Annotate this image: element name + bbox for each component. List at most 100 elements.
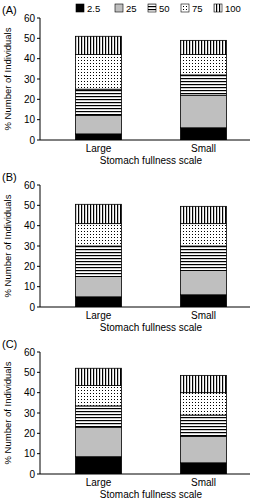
legend-swatch — [115, 4, 123, 12]
y-tick — [37, 205, 40, 206]
legend-label: 75 — [192, 3, 203, 14]
y-tick — [37, 307, 40, 308]
bars — [76, 204, 227, 307]
y-tick-label: 10 — [24, 448, 36, 459]
y-tick-label: 40 — [24, 53, 36, 64]
bar-segment — [181, 95, 227, 128]
y-tick — [37, 286, 40, 287]
bars — [76, 36, 227, 140]
y-tick — [37, 140, 40, 141]
y-tick — [37, 18, 40, 19]
bar-segment — [181, 55, 227, 75]
bar-segment — [76, 204, 122, 223]
y-tick — [37, 58, 40, 59]
bar-segment — [181, 270, 227, 294]
y-tick-label: 0 — [29, 302, 35, 313]
bar-segment — [76, 89, 122, 115]
y-tick-label: 0 — [29, 135, 35, 146]
bar-segment — [181, 295, 227, 307]
x-tick-label: Small — [191, 310, 216, 321]
bar-segment — [76, 224, 122, 246]
y-tick-label: 20 — [24, 261, 36, 272]
bar-segment — [181, 128, 227, 140]
bar-segment — [181, 375, 227, 392]
bar-segment — [181, 40, 227, 54]
x-axis-label: Stomach fullness scale — [100, 322, 203, 333]
legend-label: 2.5 — [87, 3, 100, 14]
x-axis-label: Stomach fullness scale — [100, 155, 203, 166]
y-tick — [37, 79, 40, 80]
y-tick — [37, 413, 40, 414]
y-tick-label: 50 — [24, 200, 36, 211]
bar-segment — [76, 116, 122, 134]
bars — [76, 368, 227, 474]
panel-title: (A) — [2, 4, 17, 16]
bar-segment — [181, 436, 227, 462]
y-tick-label: 60 — [24, 347, 36, 358]
bar-segment — [76, 246, 122, 277]
bar-segment — [76, 134, 122, 140]
bar-segment — [76, 427, 122, 456]
legend-swatch — [181, 4, 189, 12]
bar-segment — [76, 368, 122, 385]
y-tick — [37, 474, 40, 475]
bar-segment — [181, 415, 227, 436]
legend-label: 50 — [159, 3, 170, 14]
y-tick-label: 60 — [24, 180, 36, 191]
y-tick — [37, 453, 40, 454]
legend-label: 100 — [225, 3, 241, 14]
y-tick — [37, 246, 40, 247]
y-tick — [37, 185, 40, 186]
y-axis-label: % Number of Individuals — [2, 27, 13, 130]
x-tick-label: Small — [191, 477, 216, 488]
y-tick — [37, 119, 40, 120]
bar-segment — [76, 36, 122, 54]
y-tick-label: 30 — [24, 74, 36, 85]
y-tick — [37, 372, 40, 373]
legend-label: 25 — [126, 3, 137, 14]
x-tick-label: Large — [86, 143, 112, 154]
legend: 2.5 25 50 75 100 — [76, 3, 241, 14]
bar-segment — [181, 246, 227, 270]
y-tick — [37, 99, 40, 100]
y-tick — [37, 392, 40, 393]
bar-segment — [181, 206, 227, 223]
bar-segment — [76, 297, 122, 307]
bar-segment — [76, 457, 122, 474]
panel: (C) % Number of Individuals 0 10 20 30 40 50 60 L… — [2, 338, 250, 500]
figure: (A) % Number of Individuals 0 10 20 30 40 50 60 L… — [0, 0, 256, 500]
y-tick-label: 40 — [24, 220, 36, 231]
x-axis-label: Stomach fullness scale — [100, 489, 203, 500]
y-tick-label: 30 — [24, 241, 36, 252]
bar-segment — [76, 277, 122, 297]
y-tick — [37, 433, 40, 434]
panel-title: (B) — [2, 171, 17, 183]
legend-swatch — [148, 4, 156, 12]
y-tick — [37, 38, 40, 39]
x-tick-label: Large — [86, 477, 112, 488]
bar-segment — [76, 386, 122, 406]
y-tick-label: 40 — [24, 387, 36, 398]
y-axis-label: % Number of Individuals — [2, 361, 13, 464]
y-tick-label: 50 — [24, 33, 36, 44]
bar-segment — [76, 55, 122, 90]
panel-title: (C) — [2, 338, 17, 350]
y-tick-label: 20 — [24, 428, 36, 439]
y-tick — [37, 266, 40, 267]
y-tick-label: 10 — [24, 114, 36, 125]
panel: (A)% Number of Individuals0102030405060L… — [2, 3, 250, 167]
y-tick-label: 20 — [24, 94, 36, 105]
y-tick — [37, 352, 40, 353]
legend-swatch — [76, 4, 84, 12]
bar-segment — [76, 406, 122, 427]
y-tick-label: 30 — [24, 408, 36, 419]
bar-segment — [181, 463, 227, 474]
y-tick-label: 50 — [24, 367, 36, 378]
y-tick-label: 10 — [24, 281, 36, 292]
y-tick-label: 0 — [29, 469, 35, 480]
bar-segment — [181, 75, 227, 95]
legend-swatch — [214, 4, 222, 12]
panel: (B)% Number of Individuals0102030405060L… — [2, 171, 250, 333]
x-tick-label: Large — [86, 310, 112, 321]
bar-segment — [181, 393, 227, 415]
